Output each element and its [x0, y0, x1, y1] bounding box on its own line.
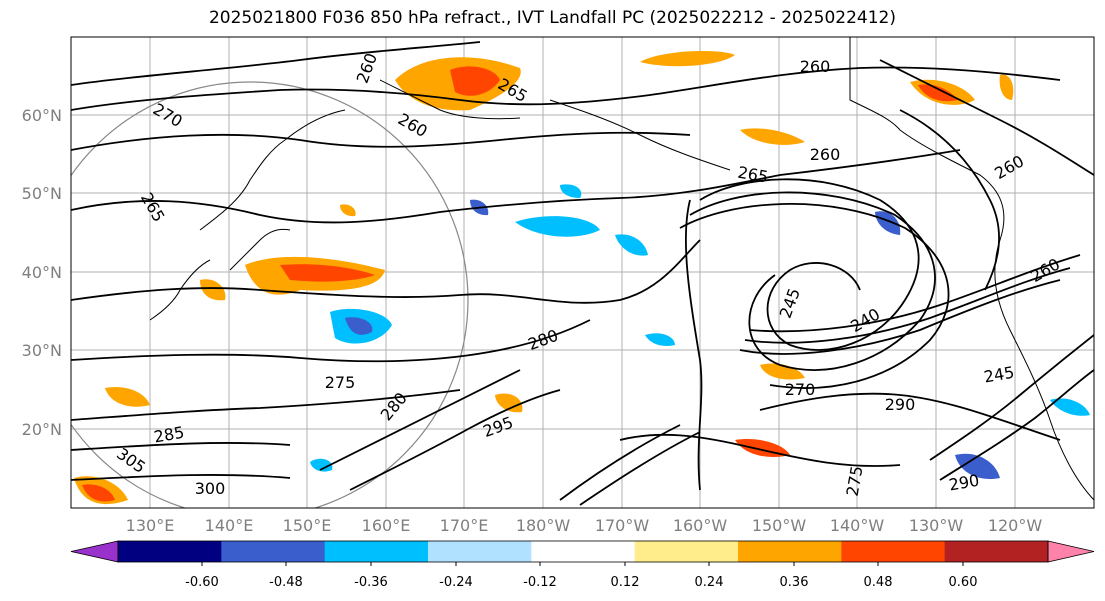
colorbar-tick-label: 0.48	[864, 575, 893, 590]
lon-label-180w: 180°W	[516, 516, 571, 535]
longitude-axis: 130°E 140°E 150°E 160°E 170°E 180°W 170°…	[126, 516, 1043, 535]
colorbar-tick-label: -0.48	[269, 575, 303, 590]
filled-anomalies	[74, 50, 1090, 505]
map-title: 2025021800 F036 850 hPa refract., IVT La…	[208, 8, 896, 28]
lon-label-130w: 130°W	[909, 516, 964, 535]
colorbar-segment	[531, 541, 636, 562]
lat-label-40n: 40°N	[22, 263, 62, 282]
lon-label-140w: 140°W	[830, 516, 885, 535]
contour-label: 290	[885, 395, 916, 414]
colorbar-extend-max	[1047, 540, 1095, 563]
lon-label-130e: 130°E	[126, 516, 175, 535]
colorbar-border	[117, 540, 1049, 563]
colorbar-tick-label: 0.36	[780, 575, 809, 590]
lat-label-60n: 60°N	[22, 106, 62, 125]
colorbar-segment	[221, 541, 326, 562]
latitude-axis: 60°N 50°N 40°N 30°N 20°N	[22, 106, 62, 439]
lon-label-150e: 150°E	[283, 516, 332, 535]
range-circle	[71, 81, 469, 508]
colorbar-tick-label: -0.36	[354, 575, 388, 590]
lat-label-20n: 20°N	[22, 420, 62, 439]
colorbar-segment	[738, 541, 842, 562]
contour-label: 270	[785, 380, 816, 399]
colorbar-segment	[118, 541, 222, 562]
colorbar-tick-label: -0.60	[185, 575, 219, 590]
map-content	[71, 37, 1094, 508]
lat-label-30n: 30°N	[22, 341, 62, 360]
colorbar-tick-label: 0.60	[949, 575, 978, 590]
map-frame	[70, 36, 1095, 509]
colorbar-tick-label: 0.12	[611, 575, 640, 590]
colorbar-tick-label: -0.24	[439, 575, 473, 590]
contour-label: 260	[800, 57, 831, 76]
lon-label-160e: 160°E	[362, 516, 411, 535]
lat-label-50n: 50°N	[22, 184, 62, 203]
colorbar-ticks: -0.60 -0.48 -0.36 -0.24 -0.12 0.12 0.24 …	[185, 575, 977, 590]
coastlines	[149, 37, 1094, 501]
lon-label-170w: 170°W	[595, 516, 650, 535]
colorbar-segment	[634, 541, 739, 562]
contour-label: 300	[195, 479, 226, 498]
lon-label-120w: 120°W	[988, 516, 1043, 535]
colorbar-segment	[944, 541, 1049, 562]
colorbar-segment	[428, 541, 532, 562]
colorbar-extend-min	[70, 540, 119, 563]
lon-label-140e: 140°E	[205, 516, 254, 535]
colorbar-segment	[841, 541, 946, 562]
refractivity-contours	[71, 41, 1094, 506]
colorbar-tick-label: -0.12	[523, 575, 557, 590]
contour-label: 260	[810, 145, 841, 164]
colorbar	[70, 540, 1095, 566]
contour-label: 275	[325, 373, 356, 392]
colorbar-segment	[324, 541, 429, 562]
lon-label-170e: 170°E	[440, 516, 489, 535]
colorbar-tick-label: 0.24	[695, 575, 724, 590]
lon-label-150w: 150°W	[752, 516, 807, 535]
lon-label-160w: 160°W	[673, 516, 728, 535]
